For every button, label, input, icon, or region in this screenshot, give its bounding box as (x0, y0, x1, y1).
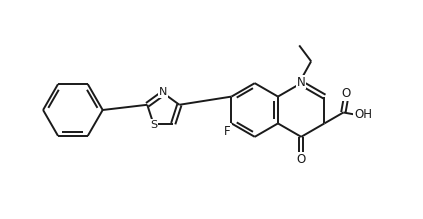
Text: O: O (341, 87, 350, 100)
Text: S: S (150, 120, 157, 130)
Text: N: N (297, 76, 305, 89)
Text: O: O (297, 153, 306, 166)
Text: N: N (159, 87, 168, 97)
Text: F: F (224, 125, 231, 138)
Text: OH: OH (354, 108, 372, 121)
